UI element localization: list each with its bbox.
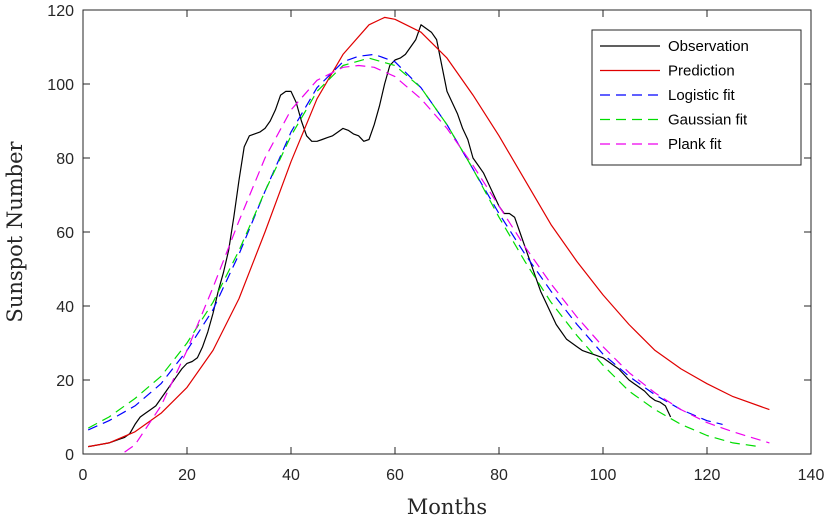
x-tick-label: 80	[490, 467, 508, 484]
y-tick-label: 20	[56, 373, 74, 390]
x-tick-label: 0	[79, 467, 88, 484]
x-tick-label: 60	[386, 467, 404, 484]
series-line-observation	[88, 24, 672, 448]
series-layer	[87, 16, 770, 453]
y-tick-label: 40	[56, 299, 74, 316]
series-line-prediction	[88, 16, 770, 448]
axes-layer: 0 20 40 60 80 100 120 140 0 20 40 60 80 100 120	[47, 3, 824, 484]
y-tick-label: 60	[56, 225, 74, 242]
legend-label-observation: Observation	[668, 38, 749, 55]
x-tick-label: 20	[178, 467, 196, 484]
legend-box	[591, 29, 802, 166]
x-tick-label: 40	[282, 467, 300, 484]
y-tick-label: 100	[47, 77, 74, 94]
legend-label-plank-fit: Plank fit	[668, 136, 722, 153]
legend-label-prediction: Prediction	[668, 63, 735, 80]
legend: Observation Prediction Logistic fit Gaussia…	[591, 29, 802, 166]
y-tick-label: 120	[47, 3, 74, 20]
y-axis-label: Sunspot Number	[3, 140, 27, 322]
x-tick-label: 100	[590, 467, 617, 484]
legend-label-logistic-fit: Logistic fit	[668, 87, 736, 104]
y-tick-label: 80	[56, 151, 74, 168]
x-tick-label: 140	[798, 467, 825, 484]
y-tick-label: 0	[65, 447, 74, 464]
x-axis-label: Months	[407, 495, 487, 517]
legend-label-gaussian-fit: Gaussian fit	[668, 112, 748, 129]
series-line-gaussian-fit	[87, 57, 760, 448]
series-line-plank-fit	[124, 64, 770, 453]
x-tick-label: 120	[694, 467, 721, 484]
series-line-logistic-fit	[87, 53, 723, 431]
